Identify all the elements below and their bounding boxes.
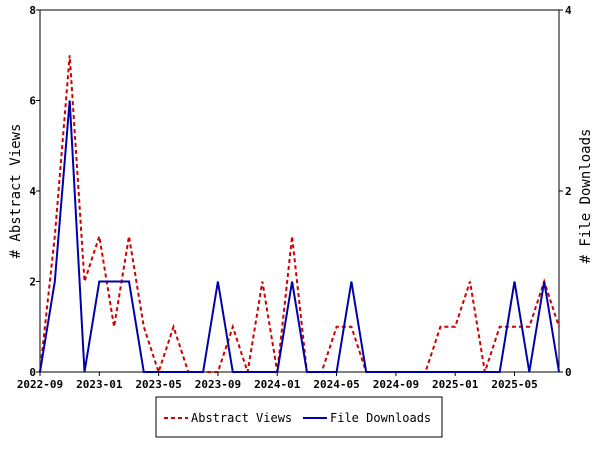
y-right-tick-label: 4 [565, 4, 572, 17]
series-layer [39, 55, 560, 376]
x-tick-label: 2023-05 [135, 378, 181, 391]
plot-frame [39, 9, 560, 373]
y-left-tick-label: 2 [29, 276, 36, 289]
x-tick-label: 2023-01 [76, 378, 123, 391]
plot-area-border [39, 9, 560, 373]
y-left-tick-label: 4 [29, 185, 36, 198]
x-tick-label: 2024-05 [313, 378, 359, 391]
y-left-tick-label: 6 [29, 95, 36, 108]
legend-label-file-downloads: File Downloads [330, 411, 431, 425]
legend-label-abstract-views: Abstract Views [191, 411, 292, 425]
y-axis-right-title: # File Downloads [578, 129, 594, 264]
y-axis-left: 0 2 4 6 8 [29, 4, 40, 379]
series-line-file-downloads [39, 100, 560, 373]
x-tick-label: 2022-09 [17, 378, 63, 391]
x-tick-label: 2024-09 [373, 378, 419, 391]
y-axis-left-title: # Abstract Views [8, 124, 24, 259]
legend-box [155, 396, 443, 438]
series-line-abstract-views [39, 55, 560, 376]
y-left-tick-label: 8 [29, 4, 36, 17]
x-tick-label: 2025-05 [491, 378, 537, 391]
x-tick-label: 2025-01 [432, 378, 479, 391]
x-tick-label: 2024-01 [254, 378, 301, 391]
y-axis-right: 0 2 4 [559, 4, 572, 379]
y-right-tick-label: 2 [565, 185, 572, 198]
y-left-tick-label: 0 [29, 366, 36, 379]
x-tick-label: 2023-09 [195, 378, 241, 391]
x-axis: 2022-09 2023-01 2023-05 2023-09 2024-01 2024-… [17, 372, 538, 391]
y-right-tick-label: 0 [565, 366, 572, 379]
legend: Abstract Views File Downloads [155, 396, 443, 438]
